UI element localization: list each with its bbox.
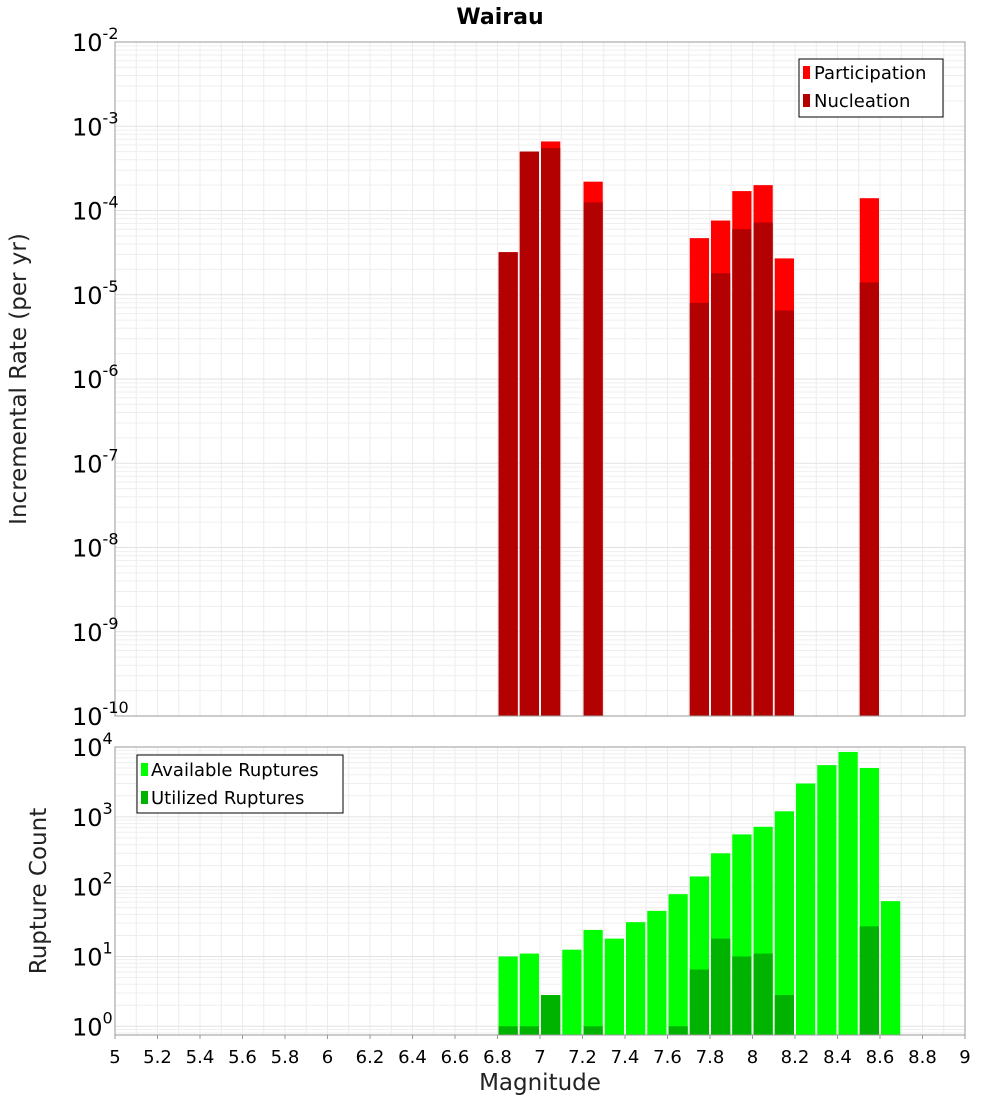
bottom-bar-available-ruptures	[796, 783, 816, 1035]
top-bar-nucleation	[498, 252, 518, 717]
y-tick-label: 102	[72, 869, 113, 902]
available-swatch	[141, 763, 148, 776]
bottom-bar-utilized-ruptures	[498, 1026, 518, 1035]
participation-swatch	[803, 66, 810, 79]
top-bar-nucleation	[711, 273, 731, 716]
bottom-bar-available-ruptures	[647, 910, 667, 1035]
bottom-bar-utilized-ruptures	[732, 956, 752, 1035]
bottom-bar-available-ruptures	[817, 765, 837, 1035]
x-tick-label: 8	[747, 1047, 758, 1068]
bottom-bar-available-ruptures	[604, 938, 624, 1035]
y-tick-label: 101	[72, 938, 113, 971]
top-bar-nucleation	[753, 222, 773, 717]
top-bar-nucleation	[583, 202, 603, 716]
y-tick-label: 10-3	[72, 108, 119, 141]
x-tick-label: 6.6	[441, 1047, 470, 1068]
bottom-bar-utilized-ruptures	[689, 969, 709, 1035]
top-y-ticks: 10-2 10-3 10-4 10-5 10-6 10-7 10-8 10-9 10-10	[72, 24, 129, 731]
y-tick-label: 10-6	[72, 361, 119, 394]
bottom-bar-utilized-ruptures	[774, 995, 794, 1035]
bottom-bar-available-ruptures	[626, 922, 646, 1035]
top-bar-nucleation	[774, 310, 794, 716]
bottom-bar-available-ruptures	[562, 949, 582, 1035]
legend-nucleation: Nucleation	[814, 91, 910, 112]
x-axis-label: Magnitude	[479, 1070, 601, 1096]
top-plot-border	[114, 41, 966, 717]
top-bar-nucleation	[519, 151, 539, 717]
x-tick-label: 5.2	[143, 1047, 172, 1068]
x-tick-label: 7	[534, 1047, 545, 1068]
x-tick-label: 7.4	[611, 1047, 640, 1068]
bottom-bar-utilized-ruptures	[753, 953, 773, 1035]
bottom-bar-available-ruptures	[519, 953, 539, 1035]
bottom-bar-utilized-ruptures	[711, 938, 731, 1035]
y-tick-label: 10-9	[72, 614, 119, 647]
top-bar-nucleation	[859, 282, 879, 716]
x-tick-label: 7.8	[696, 1047, 725, 1068]
bottom-panel: 104 103 102 101 100 5 5.2 5.4 5.6 5.8 6 6.2 6.4 6.6 6…	[26, 729, 971, 1096]
x-tick-label: 8.6	[866, 1047, 895, 1068]
bottom-legend: Available Ruptures Utilized Ruptures	[136, 754, 344, 814]
utilized-swatch	[141, 791, 148, 804]
bottom-bar-utilized-ruptures	[668, 1026, 688, 1035]
x-tick-label: 5.8	[271, 1047, 300, 1068]
top-bar-nucleation	[732, 229, 752, 717]
x-tick-label: 7.6	[653, 1047, 682, 1068]
chart-title: Wairau	[456, 5, 543, 30]
x-tick-label: 8.8	[908, 1047, 937, 1068]
x-tick-label: 5.6	[228, 1047, 257, 1068]
x-tick-label: 6.4	[398, 1047, 427, 1068]
top-bar-nucleation	[689, 302, 709, 716]
nucleation-swatch	[803, 94, 810, 107]
y-tick-label: 10-2	[72, 24, 119, 57]
bottom-bars	[498, 751, 901, 1035]
bottom-bar-utilized-ruptures	[519, 1026, 539, 1035]
x-tick-label: 6.8	[483, 1047, 512, 1068]
x-tick-label: 8.2	[781, 1047, 810, 1068]
bottom-y-ticks: 104 103 102 101 100	[72, 729, 113, 1041]
bottom-y-axis-label: Rupture Count	[26, 808, 52, 974]
bottom-bar-available-ruptures	[838, 751, 858, 1035]
y-tick-label: 104	[72, 729, 113, 762]
x-tick-label: 5.4	[186, 1047, 215, 1068]
x-tick-label: 9	[959, 1047, 970, 1068]
x-tick-label: 6.2	[356, 1047, 385, 1068]
bottom-bar-available-ruptures	[668, 894, 688, 1035]
y-tick-label: 10-5	[72, 277, 119, 310]
bottom-bar-utilized-ruptures	[541, 995, 561, 1035]
y-tick-label: 10-7	[72, 445, 119, 478]
y-tick-label: 100	[72, 1008, 113, 1041]
bottom-x-ticks: 5 5.2 5.4 5.6 5.8 6 6.2 6.4 6.6 6.8 7 7.2 7.4 7.6 7.8 8…	[109, 1035, 971, 1068]
y-tick-label: 10-4	[72, 193, 119, 226]
top-legend: Participation Nucleation	[798, 58, 944, 118]
legend-participation: Participation	[814, 63, 926, 84]
bottom-bar-available-ruptures	[774, 811, 794, 1035]
top-grid	[114, 41, 966, 717]
bottom-legend-box	[136, 754, 344, 814]
bottom-bar-available-ruptures	[583, 929, 603, 1035]
top-bars	[498, 141, 879, 717]
top-y-axis-label: Incremental Rate (per yr)	[6, 233, 32, 525]
y-tick-label: 10-8	[72, 530, 119, 563]
y-tick-label: 10-10	[72, 698, 129, 731]
bottom-bar-utilized-ruptures	[583, 1026, 603, 1035]
top-bar-nucleation	[541, 148, 561, 716]
top-panel: 10-2 10-3 10-4 10-5 10-6 10-7 10-8 10-9 10-10 In…	[6, 24, 966, 731]
bottom-bar-utilized-ruptures	[859, 926, 879, 1035]
x-tick-label: 5	[109, 1047, 120, 1068]
legend-available-ruptures: Available Ruptures	[151, 760, 319, 781]
x-tick-label: 6	[322, 1047, 333, 1068]
top-legend-box	[798, 58, 944, 118]
bottom-bar-available-ruptures	[881, 901, 901, 1035]
x-tick-label: 8.4	[823, 1047, 852, 1068]
y-tick-label: 103	[72, 799, 113, 832]
x-tick-label: 7.2	[568, 1047, 597, 1068]
bottom-bar-available-ruptures	[498, 956, 518, 1035]
legend-utilized-ruptures: Utilized Ruptures	[151, 788, 304, 809]
